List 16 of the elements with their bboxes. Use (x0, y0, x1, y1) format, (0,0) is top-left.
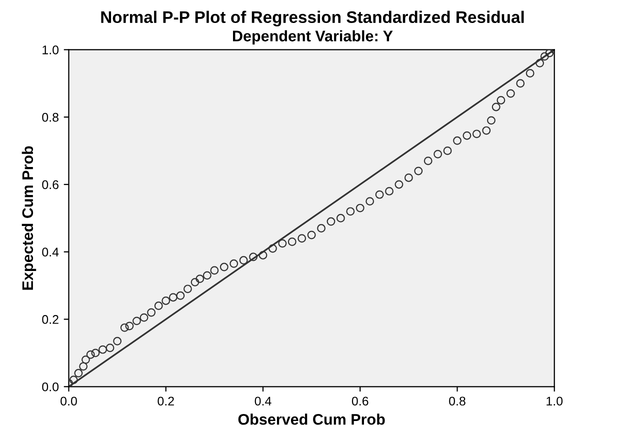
chart-subtitle: Dependent Variable: Y (233, 30, 393, 44)
y-tick-label: 0.0 (42, 382, 59, 392)
y-tick-label: 0.4 (42, 248, 59, 257)
chart-title: Normal P-P Plot of Regression Standardized Residual (101, 10, 524, 26)
y-tick-label: 0.8 (42, 112, 58, 122)
y-tick-label: 0.2 (42, 315, 58, 324)
x-tick-label: 1.0 (546, 396, 563, 406)
x-tick-label: 0.2 (158, 396, 174, 406)
y-tick-label: 0.6 (42, 180, 58, 190)
x-axis-title: Observed Cum Prob (238, 414, 385, 425)
x-tick-label: 0.6 (352, 396, 368, 406)
x-tick-label: 0.0 (60, 396, 77, 406)
x-tick-label: 0.4 (254, 396, 272, 406)
x-tick-label: 0.8 (449, 396, 466, 406)
y-tick-label: 1.0 (42, 45, 59, 54)
y-axis-title: Expected Cum Prob (22, 146, 36, 290)
